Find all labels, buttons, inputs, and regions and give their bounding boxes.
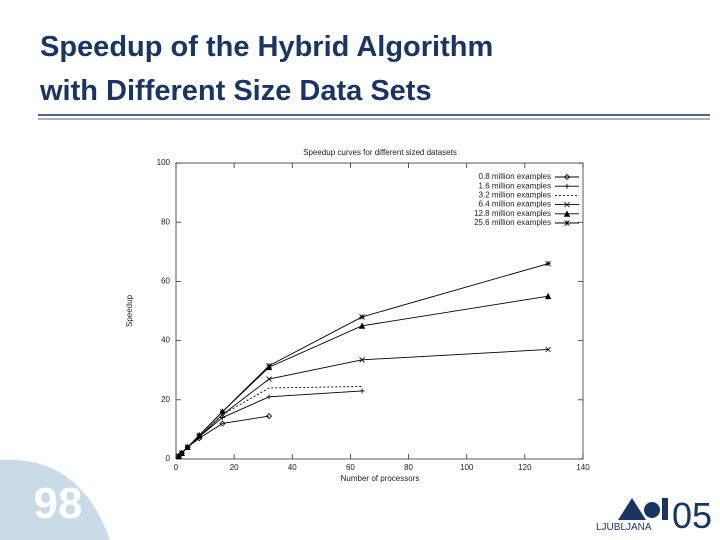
legend-label: 1.6 million examples bbox=[479, 181, 551, 190]
data-point bbox=[179, 450, 185, 456]
data-point bbox=[176, 453, 182, 459]
data-point bbox=[359, 357, 365, 363]
data-point bbox=[544, 292, 552, 300]
legend-marker bbox=[564, 220, 570, 226]
legend-label: 12.8 million examples bbox=[474, 209, 551, 218]
legend-marker bbox=[563, 173, 571, 181]
y-axis-label: Speedup bbox=[125, 294, 134, 327]
logo-shape bbox=[644, 502, 660, 518]
y-tick-label: 20 bbox=[161, 395, 170, 404]
legend-label: 0.8 million examples bbox=[479, 172, 551, 181]
logo: LJUBLJANA 05 bbox=[596, 495, 712, 536]
data-point bbox=[196, 432, 203, 439]
data-point bbox=[265, 413, 273, 420]
slide-title: with Different Size Data Sets bbox=[39, 75, 432, 107]
x-axis-label: Number of processors bbox=[341, 474, 420, 483]
logo-text: LJUBLJANA bbox=[596, 522, 652, 533]
x-tick-label: 60 bbox=[346, 463, 355, 472]
x-tick-label: 0 bbox=[174, 463, 179, 472]
y-tick-label: 0 bbox=[166, 454, 171, 463]
data-point bbox=[219, 420, 226, 427]
data-point bbox=[184, 444, 191, 450]
slide-title: Speedup of the Hybrid Algorithm bbox=[40, 31, 493, 63]
data-point bbox=[266, 362, 272, 369]
legend-marker bbox=[563, 210, 571, 217]
logo-shape bbox=[618, 498, 646, 520]
y-tick-label: 80 bbox=[161, 217, 170, 226]
legend-marker bbox=[564, 183, 570, 189]
x-tick-label: 80 bbox=[404, 463, 413, 472]
data-point bbox=[220, 415, 226, 421]
x-tick-label: 40 bbox=[288, 463, 297, 472]
x-tick-label: 120 bbox=[518, 463, 532, 472]
x-tick-label: 20 bbox=[230, 463, 239, 472]
y-tick-label: 60 bbox=[161, 277, 170, 286]
y-tick-label: 100 bbox=[157, 158, 171, 167]
data-point bbox=[219, 408, 226, 415]
page-number: 98 bbox=[34, 479, 83, 528]
chart-title: Speedup curves for different sized datas… bbox=[303, 148, 457, 157]
legend-label: 25.6 million examples bbox=[474, 218, 551, 227]
y-tick-label: 40 bbox=[161, 336, 170, 345]
data-point bbox=[359, 314, 365, 320]
legend-label: 3.2 million examples bbox=[479, 191, 551, 200]
data-point bbox=[359, 388, 365, 394]
legend-marker bbox=[564, 201, 570, 208]
data-point bbox=[545, 260, 551, 267]
x-tick-label: 140 bbox=[576, 463, 590, 472]
data-point bbox=[266, 394, 272, 400]
data-point bbox=[266, 376, 272, 382]
x-tick-label: 100 bbox=[460, 463, 474, 472]
legend-label: 6.4 million examples bbox=[479, 200, 551, 209]
data-point bbox=[358, 322, 366, 329]
corner-decoration bbox=[0, 459, 110, 540]
logo-year: 05 bbox=[672, 495, 712, 536]
logo-shape bbox=[662, 498, 668, 520]
plot-frame bbox=[175, 162, 584, 460]
data-point bbox=[545, 346, 551, 353]
